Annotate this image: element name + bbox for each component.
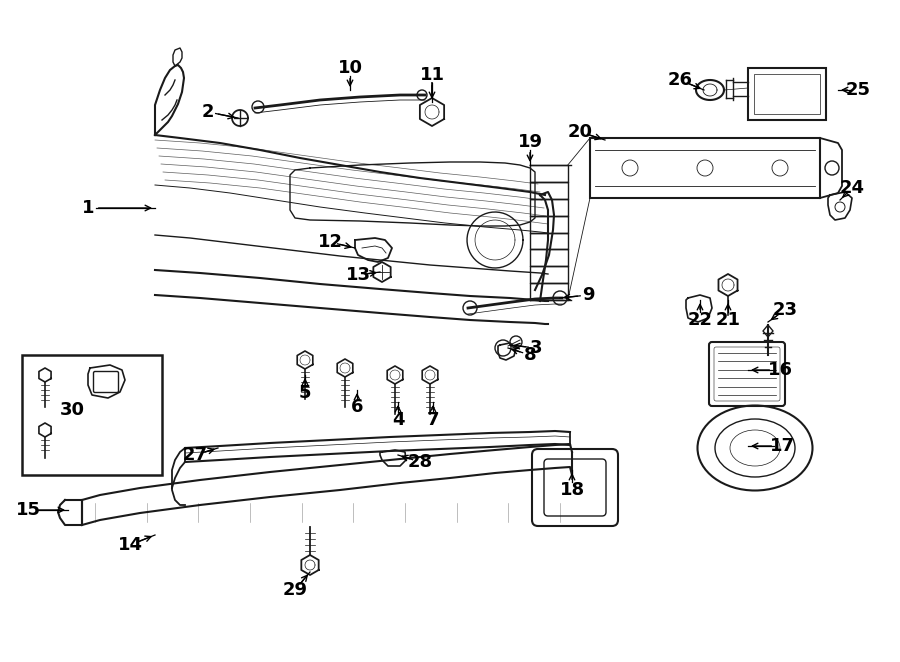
Bar [22, 355, 162, 475]
Text: 20: 20 [568, 123, 592, 141]
Text: 5: 5 [299, 384, 311, 402]
Text: 8: 8 [524, 346, 536, 364]
Text: 4: 4 [392, 411, 404, 429]
Text: 17: 17 [770, 437, 795, 455]
Text: 26: 26 [668, 71, 692, 89]
Text: 1: 1 [82, 199, 94, 217]
Bar [748, 68, 826, 120]
Text: 6: 6 [351, 398, 364, 416]
Text: 14: 14 [118, 536, 142, 554]
Bar [590, 138, 820, 198]
Text: 23: 23 [772, 301, 797, 319]
Text: 30: 30 [59, 401, 85, 419]
Text: 25: 25 [845, 81, 870, 99]
Text: 24: 24 [840, 179, 865, 197]
Bar [754, 74, 820, 114]
Text: 9: 9 [581, 286, 594, 304]
Text: 11: 11 [419, 66, 445, 84]
Text: 22: 22 [688, 311, 713, 329]
Text: 16: 16 [768, 361, 793, 379]
Text: 3: 3 [530, 339, 542, 357]
Text: 18: 18 [560, 481, 585, 499]
Text: 7: 7 [427, 411, 439, 429]
Text: 12: 12 [318, 233, 343, 251]
Text: 19: 19 [518, 133, 543, 151]
Text: 10: 10 [338, 59, 363, 77]
Text: 13: 13 [346, 266, 371, 284]
Text: 29: 29 [283, 581, 308, 599]
Text: 15: 15 [15, 501, 40, 519]
Text: 21: 21 [716, 311, 741, 329]
Text: 28: 28 [408, 453, 433, 471]
Text: 27: 27 [183, 446, 208, 464]
Text: 2: 2 [202, 103, 214, 121]
